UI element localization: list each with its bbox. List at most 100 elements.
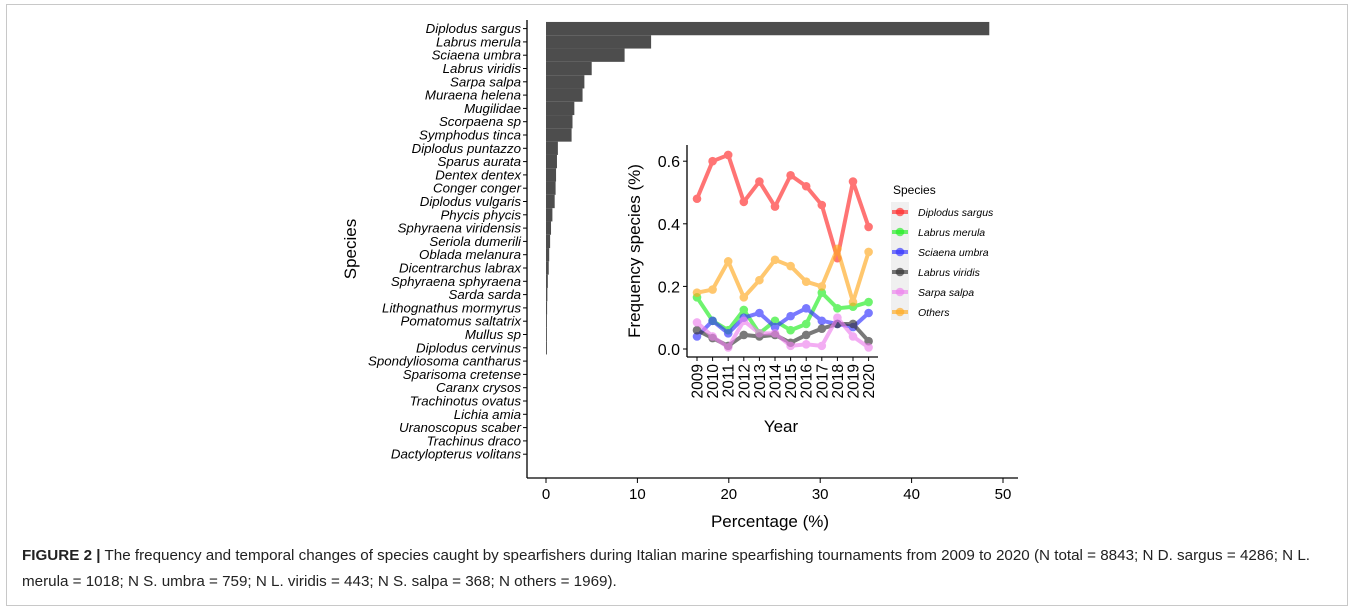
legend-item: Sciaena umbra (892, 247, 989, 259)
series-point (739, 316, 749, 326)
line-y-tick-label: 0.2 (658, 279, 680, 296)
bar-x-tick-label: 20 (720, 486, 737, 503)
line-y-tick-label: 0.0 (658, 342, 680, 359)
bar (546, 168, 557, 182)
series-point (692, 288, 702, 297)
series-point (739, 305, 749, 315)
line-y-axis-title: Frequency species (%) (625, 164, 644, 338)
bar-category-label: Labrus merula (436, 34, 521, 49)
bar (546, 301, 548, 315)
bar (546, 274, 548, 288)
series-point (723, 343, 733, 352)
series-group (692, 313, 873, 352)
line-x-tick-label: 2013 (752, 364, 769, 398)
legend-label: Others (918, 307, 950, 319)
series-point (833, 313, 842, 323)
series-point (864, 343, 873, 352)
bar-category-label: Mullus sp (465, 327, 521, 342)
bar (546, 21, 990, 36)
series-point (786, 325, 795, 335)
legend-label: Labrus merula (918, 227, 985, 239)
series-point (817, 316, 827, 326)
series-group (692, 244, 873, 307)
line-x-tick-label: 2012 (736, 364, 753, 398)
bar-category-label: Oblada melanura (419, 247, 521, 262)
line-x-tick-label: 2018 (830, 364, 847, 398)
legend-item: Sarpa salpa (892, 287, 974, 299)
series-point (786, 311, 795, 321)
line-x-tick-label: 2010 (705, 364, 722, 399)
bar-category-label: Phycis phycis (440, 207, 521, 222)
bar-category-label: Lithognathus mormyrus (382, 300, 521, 315)
line-x-tick-label: 2019 (846, 364, 863, 398)
series-point (864, 247, 873, 257)
legend-key-point (895, 307, 905, 317)
bar-marks (546, 21, 990, 355)
line-x-tick-label: 2016 (799, 364, 816, 398)
legend: Species Diplodus sargus Labrus merula Scia… (891, 183, 994, 320)
bar (546, 61, 592, 76)
legend-key-background (891, 202, 909, 320)
bar-chart: Diplodus sargus Labrus merula Sciaena umbr… (341, 20, 1018, 531)
bar (546, 234, 551, 249)
legend-key-point (895, 207, 905, 217)
series-point (801, 181, 811, 191)
bar-x-tick-label: 0 (542, 486, 550, 503)
caption-text: The frequency and temporal changes of sp… (22, 547, 1311, 590)
series-point (786, 170, 795, 180)
series-point (848, 297, 858, 307)
legend-item: Others (892, 307, 950, 319)
bar-category-label: Sparisoma cretense (403, 367, 521, 382)
legend-label: Diplodus sargus (918, 207, 994, 219)
bar (546, 181, 556, 195)
line-x-tick-label: 2014 (768, 364, 785, 399)
bar-category-label: Trachinus draco (427, 433, 521, 448)
inset-line-chart: 0.00.20.40.6 200920102011201220132014201… (620, 140, 994, 436)
legend-item: Labrus merula (892, 227, 985, 239)
legend-key-point (895, 267, 905, 277)
line-x-tick-label: 2015 (783, 364, 800, 398)
series-point (786, 341, 795, 351)
series-point (817, 341, 827, 351)
series-point (708, 332, 717, 341)
series-point (692, 325, 702, 335)
series-point (801, 340, 811, 349)
bar (546, 314, 547, 328)
series-point (755, 177, 764, 186)
line-series (692, 150, 873, 352)
series-point (755, 329, 764, 338)
bar-category-label: Labrus viridis (443, 61, 522, 76)
series-point (739, 197, 749, 207)
line-x-tick-label: 2011 (721, 364, 738, 397)
bar-category-label: Diplodus vulgaris (420, 194, 522, 209)
series-point (723, 257, 733, 266)
line-x-tick-label: 2020 (861, 364, 878, 399)
series-point (848, 319, 858, 329)
line-y-tick-label: 0.4 (658, 217, 680, 234)
bar-category-label: Seriola dumerili (429, 234, 522, 249)
series-point (848, 332, 858, 341)
series-point (692, 194, 702, 204)
bar-category-label: Sarpa salpa (450, 74, 521, 89)
bar-category-label: Sphyraena viridensis (398, 221, 522, 236)
series-point (770, 255, 780, 265)
bar (546, 194, 555, 209)
legend-title: Species (893, 183, 936, 197)
bar-category-label: Conger conger (433, 181, 522, 196)
bar (546, 208, 553, 222)
series-point (739, 293, 749, 302)
line-x-axis-title: Year (764, 417, 799, 436)
bar-category-label: Diplodus cervinus (416, 340, 521, 355)
series-point (817, 324, 827, 333)
bar-category-label: Caranx crysos (436, 380, 521, 395)
series-point (864, 297, 873, 307)
legend-label: Labrus viridis (918, 267, 981, 279)
series-point (723, 329, 733, 338)
series-point (864, 336, 873, 346)
line-y-tick-label: 0.6 (658, 154, 680, 171)
bar (546, 75, 585, 89)
bar-category-label: Mugilidae (464, 101, 521, 116)
caption-lead: FIGURE 2 | (22, 547, 101, 564)
series-point (801, 319, 811, 329)
